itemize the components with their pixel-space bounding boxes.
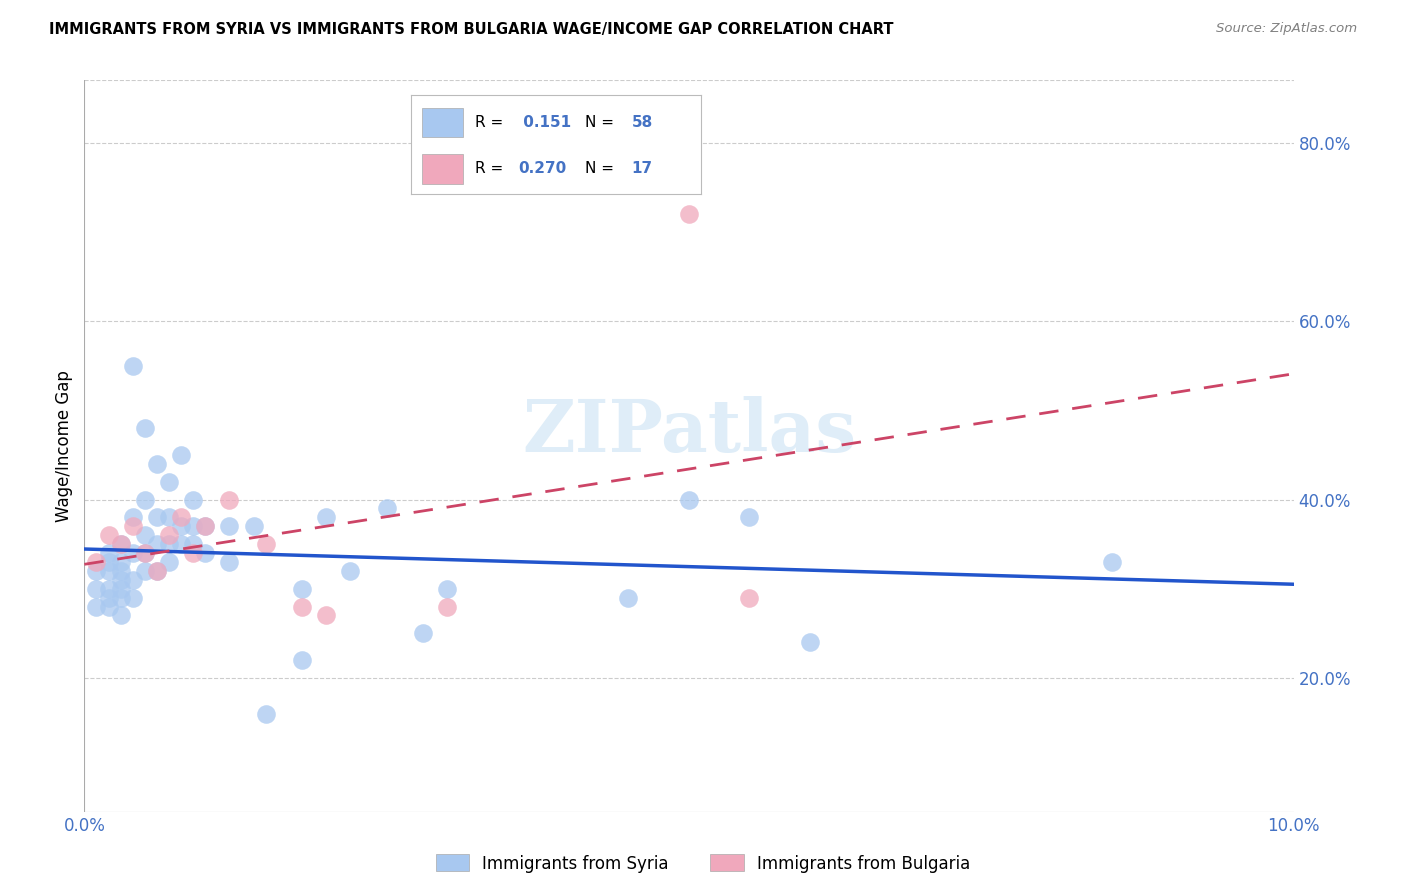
Point	[110, 582, 132, 596]
Point	[157, 537, 180, 551]
Point	[181, 492, 204, 507]
Point	[170, 510, 193, 524]
Text: Source: ZipAtlas.com: Source: ZipAtlas.com	[1216, 22, 1357, 36]
Point	[157, 510, 180, 524]
Point	[254, 537, 277, 551]
Point	[110, 537, 132, 551]
Point	[315, 510, 337, 524]
Legend: Immigrants from Syria, Immigrants from Bulgaria: Immigrants from Syria, Immigrants from B…	[429, 847, 977, 880]
Point	[436, 582, 458, 596]
Text: ZIPatlas: ZIPatlas	[522, 396, 856, 467]
Point	[218, 492, 240, 507]
Y-axis label: Wage/Income Gap: Wage/Income Gap	[55, 370, 73, 522]
Point	[146, 510, 169, 524]
Point	[121, 546, 143, 560]
Point	[86, 582, 108, 596]
Point	[146, 564, 169, 578]
Point	[181, 537, 204, 551]
Point	[194, 519, 217, 533]
Point	[97, 564, 120, 578]
Point	[617, 591, 640, 605]
Point	[738, 510, 761, 524]
Point	[110, 608, 132, 623]
Point	[97, 546, 120, 560]
Point	[121, 359, 143, 373]
Point	[157, 528, 180, 542]
Point	[97, 555, 120, 569]
Point	[157, 475, 180, 489]
Point	[97, 582, 120, 596]
Point	[157, 555, 180, 569]
Point	[218, 519, 240, 533]
Point	[678, 207, 700, 221]
Point	[134, 546, 156, 560]
Point	[738, 591, 761, 605]
Point	[339, 564, 361, 578]
Point	[134, 492, 156, 507]
Point	[134, 564, 156, 578]
Point	[134, 546, 156, 560]
Point	[412, 626, 434, 640]
Point	[86, 555, 108, 569]
Point	[121, 510, 143, 524]
Point	[291, 599, 314, 614]
Point	[110, 537, 132, 551]
Point	[97, 599, 120, 614]
Point	[436, 599, 458, 614]
Point	[678, 492, 700, 507]
Point	[181, 546, 204, 560]
Point	[134, 421, 156, 435]
Point	[86, 564, 108, 578]
Point	[134, 528, 156, 542]
Point	[86, 599, 108, 614]
Point	[121, 591, 143, 605]
Point	[110, 564, 132, 578]
Point	[194, 519, 217, 533]
Point	[110, 573, 132, 587]
Point	[121, 573, 143, 587]
Point	[170, 537, 193, 551]
Point	[291, 582, 314, 596]
Point	[375, 501, 398, 516]
Point	[110, 591, 132, 605]
Point	[97, 528, 120, 542]
Point	[254, 706, 277, 721]
Point	[97, 591, 120, 605]
Point	[146, 537, 169, 551]
Point	[170, 519, 193, 533]
Point	[242, 519, 264, 533]
Point	[110, 555, 132, 569]
Text: IMMIGRANTS FROM SYRIA VS IMMIGRANTS FROM BULGARIA WAGE/INCOME GAP CORRELATION CH: IMMIGRANTS FROM SYRIA VS IMMIGRANTS FROM…	[49, 22, 894, 37]
Point	[291, 653, 314, 667]
Point	[194, 546, 217, 560]
Point	[146, 457, 169, 471]
Point	[170, 448, 193, 462]
Point	[181, 519, 204, 533]
Point	[146, 564, 169, 578]
Point	[218, 555, 240, 569]
Point	[315, 608, 337, 623]
Point	[799, 635, 821, 649]
Point	[1101, 555, 1123, 569]
Point	[121, 519, 143, 533]
